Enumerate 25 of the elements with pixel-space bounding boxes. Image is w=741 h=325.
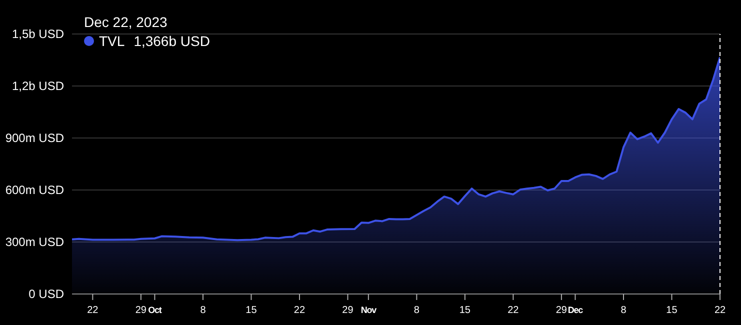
y-tick-label: 900m USD bbox=[5, 131, 64, 145]
x-tick-label: 22 bbox=[714, 305, 726, 316]
x-tick-label: 8 bbox=[620, 305, 627, 316]
x-tick-label: 29 bbox=[556, 305, 568, 316]
x-tick-label: 15 bbox=[459, 305, 471, 316]
x-tick-label: 15 bbox=[666, 305, 678, 316]
x-tick-label: 8 bbox=[200, 305, 206, 316]
x-tick-label: 22 bbox=[508, 305, 520, 316]
x-tick-label: 8 bbox=[414, 305, 420, 316]
y-tick-label: 300m USD bbox=[5, 235, 64, 249]
annotation: 1,366b USD bbox=[134, 33, 210, 49]
text: Dec 22, 2023 bbox=[84, 14, 168, 30]
x-tick-label: Dec bbox=[568, 305, 584, 315]
x-tick-label: 15 bbox=[246, 305, 258, 316]
x-tick-label: 29 bbox=[135, 305, 147, 316]
x-tick-label: Nov bbox=[360, 305, 377, 315]
y-tick-label: 1,2b USD bbox=[12, 79, 64, 93]
legend-label: TVL bbox=[99, 33, 125, 49]
x-tick-label: 22 bbox=[294, 305, 306, 316]
x-tick-label: 29 bbox=[342, 305, 354, 316]
x-tick-label: Oct bbox=[148, 305, 162, 315]
y-tick-label: 600m USD bbox=[5, 183, 64, 197]
y-tick-label: 1,5b USD bbox=[12, 27, 64, 41]
x-tick-label: 22 bbox=[87, 305, 99, 316]
y-tick-label: 0 USD bbox=[28, 287, 64, 301]
